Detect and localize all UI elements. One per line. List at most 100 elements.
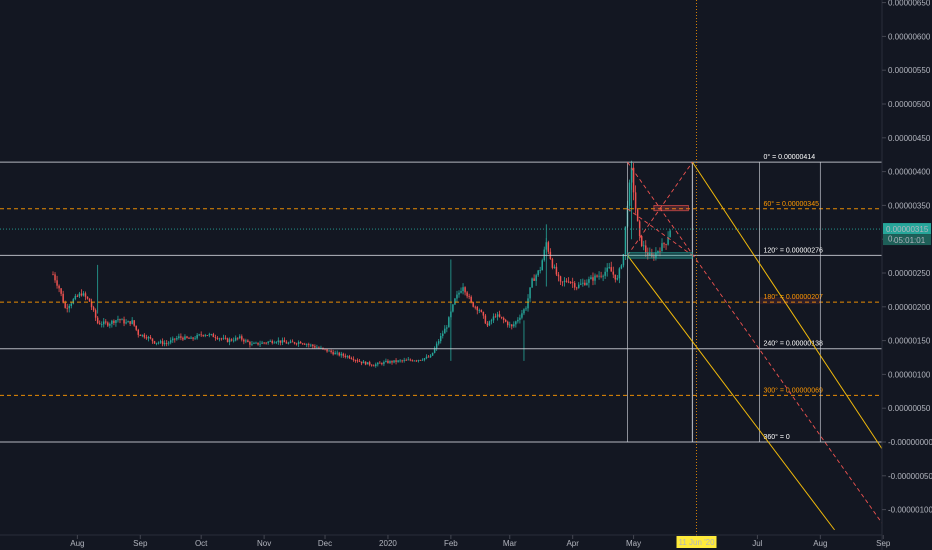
candle-body <box>277 340 280 343</box>
candle-body <box>72 299 75 304</box>
partial-tick-label: 0. <box>888 234 895 243</box>
candle-body <box>502 317 505 320</box>
candle-body <box>289 341 292 343</box>
candle-body <box>470 296 472 303</box>
candle-body <box>245 340 247 342</box>
candle-body <box>484 315 487 324</box>
candle-body <box>391 361 393 363</box>
candlestick-series <box>52 160 671 368</box>
candle-body <box>356 360 359 362</box>
green-zone-box[interactable] <box>627 252 693 259</box>
current-price-badge <box>883 223 931 235</box>
candle-body <box>541 260 543 271</box>
candle-body <box>259 343 261 345</box>
candle-body <box>435 343 438 349</box>
candle-body <box>452 304 454 312</box>
candle-body <box>84 293 87 297</box>
candle-body <box>569 282 572 283</box>
candle-body <box>663 243 665 245</box>
candle-body <box>482 311 485 316</box>
candle-body <box>636 209 639 222</box>
candle-body <box>399 360 401 362</box>
candle-body <box>332 352 334 355</box>
gann-drawings[interactable]: 0° = 0.00000414 60° = 0.00000345 120° = 0.… <box>0 0 883 535</box>
candle-body <box>336 352 338 354</box>
candle-body <box>76 295 79 297</box>
candle-body <box>368 362 371 365</box>
candle-body <box>409 359 412 361</box>
price-tick-label: 0.00000150 <box>888 337 931 346</box>
candle-body <box>358 361 361 362</box>
gann-level-label: 240° = 0.00000138 <box>763 340 823 348</box>
candle-body <box>557 274 560 277</box>
candle-body <box>247 340 249 343</box>
candle-body <box>139 334 142 336</box>
candle-body <box>444 328 446 334</box>
candle-body <box>492 316 495 321</box>
candle-body <box>421 359 424 361</box>
candle-body <box>377 362 379 365</box>
gann-red-diagonal[interactable] <box>627 161 693 256</box>
price-axis[interactable]: 0.00000650 0.00000600 0.00000550 0.00000500… <box>881 0 932 550</box>
candle-body <box>592 277 594 281</box>
candle-body <box>200 334 202 336</box>
candle-body <box>342 353 345 356</box>
candle-body <box>584 282 586 286</box>
candle-body <box>653 256 655 258</box>
candle-body <box>88 298 91 302</box>
candle-body <box>403 359 405 361</box>
candle-body <box>253 343 255 344</box>
candle-body <box>176 338 178 340</box>
candle-body <box>462 287 464 292</box>
red-zone-box[interactable] <box>653 205 689 212</box>
candle-body <box>133 320 135 326</box>
candle-body <box>182 337 184 340</box>
candle-body <box>52 274 54 276</box>
candle-body <box>480 310 483 312</box>
candle-body <box>494 316 497 318</box>
price-tick-label: 0.00000400 <box>888 168 931 177</box>
gann-fan-line-lower[interactable] <box>627 255 835 531</box>
candle-body <box>180 336 182 338</box>
candle-body <box>437 341 440 344</box>
time-tick-label: Jul <box>752 539 762 548</box>
gann-red-diagonal[interactable] <box>627 161 883 524</box>
candle-body <box>196 335 198 339</box>
candle-body <box>145 337 148 339</box>
candle-body <box>571 282 574 284</box>
candle-body <box>651 253 653 257</box>
time-axis[interactable]: AugSepOctNovDec2020FebMarAprMayJuJulAugS… <box>0 534 891 548</box>
gann-level-label: 60° = 0.00000345 <box>763 200 819 208</box>
candle-body <box>488 321 491 326</box>
candle-body <box>614 274 617 280</box>
candle-body <box>334 352 336 355</box>
candle-body <box>306 344 308 346</box>
time-tick-label: Mar <box>503 539 517 548</box>
candle-body <box>667 237 669 245</box>
time-tick-label: Apr <box>566 539 579 548</box>
candle-body <box>224 337 227 339</box>
candle-body <box>70 303 73 306</box>
candle-body <box>303 343 306 345</box>
candle-body <box>184 336 186 340</box>
candle-body <box>539 270 541 272</box>
candle-body <box>74 295 77 300</box>
candle-body <box>525 308 527 310</box>
candle-body <box>519 317 521 320</box>
candle-body <box>283 340 286 343</box>
candle-body <box>147 337 150 339</box>
gann-red-diagonal[interactable] <box>627 208 693 256</box>
candle-body <box>612 271 615 275</box>
candle-body <box>425 356 428 359</box>
candle-body <box>442 333 444 336</box>
candle-body <box>109 323 111 326</box>
candle-body <box>113 320 115 323</box>
candle-body <box>178 336 180 339</box>
gann-fan-line-upper[interactable] <box>692 161 883 450</box>
candle-body <box>275 342 278 343</box>
candle-body <box>68 305 70 309</box>
candle-body <box>143 334 146 338</box>
candle-body <box>218 338 221 340</box>
candle-body <box>273 342 276 344</box>
